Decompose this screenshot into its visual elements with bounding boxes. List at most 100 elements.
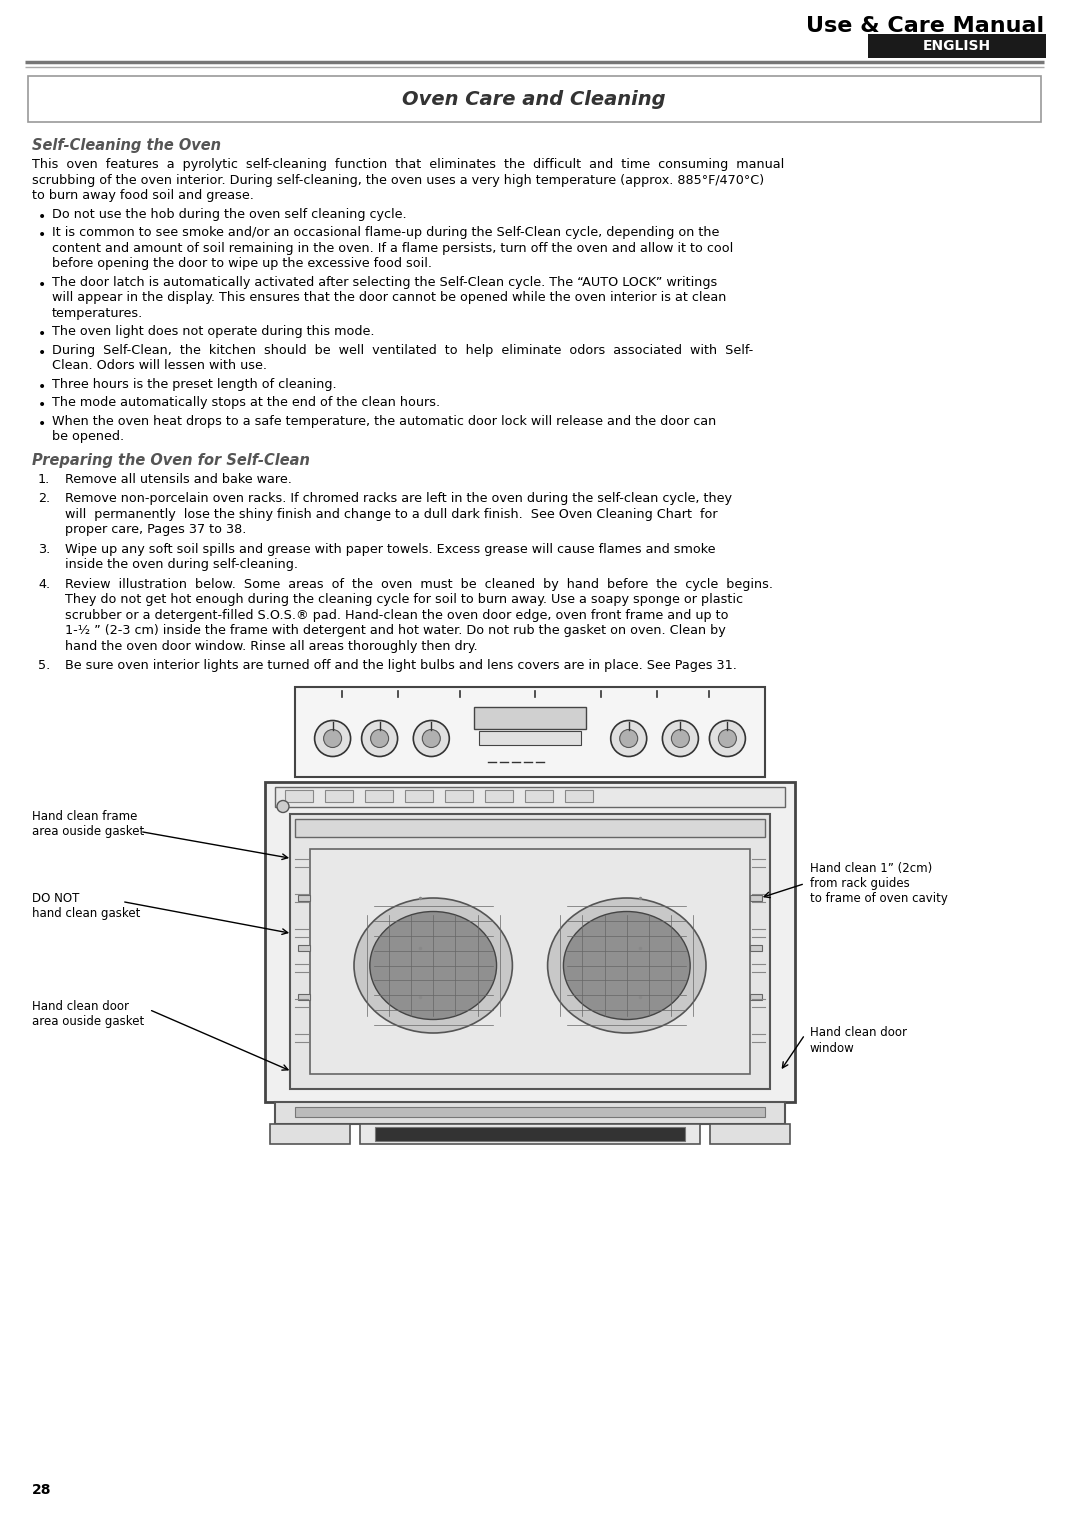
Ellipse shape xyxy=(354,898,512,1033)
FancyBboxPatch shape xyxy=(298,994,310,1000)
FancyBboxPatch shape xyxy=(525,789,553,801)
Text: Remove all utensils and bake ware.: Remove all utensils and bake ware. xyxy=(65,472,292,485)
FancyBboxPatch shape xyxy=(265,781,795,1101)
FancyBboxPatch shape xyxy=(365,789,393,801)
Ellipse shape xyxy=(663,721,698,757)
Text: Preparing the Oven for Self-Clean: Preparing the Oven for Self-Clean xyxy=(32,452,310,467)
Text: During  Self-Clean,  the  kitchen  should  be  well  ventilated  to  help  elimi: During Self-Clean, the kitchen should be… xyxy=(52,343,754,356)
Text: •: • xyxy=(38,278,46,291)
FancyBboxPatch shape xyxy=(275,786,785,807)
Text: 28: 28 xyxy=(32,1484,51,1497)
Text: This  oven  features  a  pyrolytic  self-cleaning  function  that  eliminates  t: This oven features a pyrolytic self-clea… xyxy=(32,158,785,171)
Text: The door latch is automatically activated after selecting the Self-Clean cycle. : The door latch is automatically activate… xyxy=(52,276,717,288)
Text: •: • xyxy=(38,209,46,223)
Ellipse shape xyxy=(710,721,745,757)
Text: 5.: 5. xyxy=(38,658,50,672)
Text: Wipe up any soft soil spills and grease with paper towels. Excess grease will ca: Wipe up any soft soil spills and grease … xyxy=(65,543,715,555)
Ellipse shape xyxy=(314,721,351,757)
FancyBboxPatch shape xyxy=(28,76,1041,121)
Text: Three hours is the preset length of cleaning.: Three hours is the preset length of clea… xyxy=(52,378,337,390)
Text: be opened.: be opened. xyxy=(52,429,124,443)
Text: •: • xyxy=(38,417,46,431)
Text: •: • xyxy=(38,228,46,243)
FancyBboxPatch shape xyxy=(479,731,582,745)
FancyBboxPatch shape xyxy=(298,895,310,901)
Text: temperatures.: temperatures. xyxy=(52,306,143,320)
Text: scrubbing of the oven interior. During self-cleaning, the oven uses a very high : scrubbing of the oven interior. During s… xyxy=(32,173,764,187)
Text: Be sure oven interior lights are turned off and the light bulbs and lens covers : Be sure oven interior lights are turned … xyxy=(65,658,737,672)
Text: Do not use the hob during the oven self cleaning cycle.: Do not use the hob during the oven self … xyxy=(52,208,406,220)
FancyBboxPatch shape xyxy=(750,895,762,901)
Text: to burn away food soil and grease.: to burn away food soil and grease. xyxy=(32,190,253,202)
Text: They do not get hot enough during the cleaning cycle for soil to burn away. Use : They do not get hot enough during the cl… xyxy=(65,593,743,605)
Text: proper care, Pages 37 to 38.: proper care, Pages 37 to 38. xyxy=(65,523,246,536)
Text: scrubber or a detergent-filled S.O.S.® pad. Hand-clean the oven door edge, oven : scrubber or a detergent-filled S.O.S.® p… xyxy=(65,608,728,622)
FancyBboxPatch shape xyxy=(445,789,472,801)
Text: •: • xyxy=(38,379,46,393)
FancyBboxPatch shape xyxy=(485,789,513,801)
FancyBboxPatch shape xyxy=(405,789,433,801)
FancyBboxPatch shape xyxy=(325,789,353,801)
Text: The oven light does not operate during this mode.: The oven light does not operate during t… xyxy=(52,325,374,338)
Ellipse shape xyxy=(422,730,440,748)
FancyBboxPatch shape xyxy=(710,1124,790,1144)
Text: Use & Care Manual: Use & Care Manual xyxy=(806,17,1044,36)
Text: inside the oven during self-cleaning.: inside the oven during self-cleaning. xyxy=(65,558,298,570)
Text: Hand clean door
window: Hand clean door window xyxy=(810,1027,907,1054)
Text: When the oven heat drops to a safe temperature, the automatic door lock will rel: When the oven heat drops to a safe tempe… xyxy=(52,414,716,428)
Text: Oven Care and Cleaning: Oven Care and Cleaning xyxy=(402,90,666,109)
Text: 3.: 3. xyxy=(38,543,50,555)
Text: It is common to see smoke and/or an occasional flame-up during the Self-Clean cy: It is common to see smoke and/or an occa… xyxy=(52,226,719,240)
Ellipse shape xyxy=(414,721,449,757)
Text: will  permanently  lose the shiny finish and change to a dull dark finish.  See : will permanently lose the shiny finish a… xyxy=(65,508,717,520)
Text: DO NOT
hand clean gasket: DO NOT hand clean gasket xyxy=(32,892,140,919)
Text: before opening the door to wipe up the excessive food soil.: before opening the door to wipe up the e… xyxy=(52,256,432,270)
Text: 1.: 1. xyxy=(38,472,50,485)
FancyBboxPatch shape xyxy=(290,813,770,1089)
FancyBboxPatch shape xyxy=(750,994,762,1000)
Ellipse shape xyxy=(370,912,497,1019)
Text: The mode automatically stops at the end of the clean hours.: The mode automatically stops at the end … xyxy=(52,396,440,410)
Text: Self-Cleaning the Oven: Self-Cleaning the Oven xyxy=(32,138,221,153)
FancyBboxPatch shape xyxy=(295,687,765,777)
Text: hand the oven door window. Rinse all areas thoroughly then dry.: hand the oven door window. Rinse all are… xyxy=(65,640,478,652)
FancyBboxPatch shape xyxy=(750,945,762,951)
Text: Remove non-porcelain oven racks. If chromed racks are left in the oven during th: Remove non-porcelain oven racks. If chro… xyxy=(65,492,732,505)
FancyBboxPatch shape xyxy=(275,1101,785,1124)
Ellipse shape xyxy=(671,730,690,748)
Ellipse shape xyxy=(610,721,647,757)
Text: 1-½ ” (2-3 cm) inside the frame with detergent and hot water. Do not rub the gas: 1-½ ” (2-3 cm) inside the frame with det… xyxy=(65,623,726,637)
FancyBboxPatch shape xyxy=(868,33,1045,58)
FancyBboxPatch shape xyxy=(474,707,587,728)
Ellipse shape xyxy=(563,912,691,1019)
Text: 2.: 2. xyxy=(38,492,50,505)
Text: Review  illustration  below.  Some  areas  of  the  oven  must  be  cleaned  by : Review illustration below. Some areas of… xyxy=(65,578,773,590)
Ellipse shape xyxy=(718,730,737,748)
FancyBboxPatch shape xyxy=(566,789,593,801)
Text: ENGLISH: ENGLISH xyxy=(923,39,991,53)
Ellipse shape xyxy=(361,721,398,757)
Text: content and amount of soil remaining in the oven. If a flame persists, turn off : content and amount of soil remaining in … xyxy=(52,241,733,255)
Text: •: • xyxy=(38,346,46,360)
FancyBboxPatch shape xyxy=(298,945,310,951)
Text: Hand clean frame
area ouside gasket: Hand clean frame area ouside gasket xyxy=(32,810,144,837)
Text: will appear in the display. This ensures that the door cannot be opened while th: will appear in the display. This ensures… xyxy=(52,291,726,303)
FancyBboxPatch shape xyxy=(295,1106,765,1117)
Text: •: • xyxy=(38,397,46,413)
Text: Clean. Odors will lessen with use.: Clean. Odors will lessen with use. xyxy=(52,360,267,372)
Circle shape xyxy=(277,801,289,813)
FancyBboxPatch shape xyxy=(360,1124,700,1144)
Ellipse shape xyxy=(324,730,342,748)
FancyBboxPatch shape xyxy=(375,1127,685,1141)
FancyBboxPatch shape xyxy=(310,848,750,1074)
Ellipse shape xyxy=(371,730,389,748)
Text: •: • xyxy=(38,328,46,341)
FancyBboxPatch shape xyxy=(270,1124,350,1144)
Ellipse shape xyxy=(620,730,638,748)
Text: Hand clean door
area ouside gasket: Hand clean door area ouside gasket xyxy=(32,1000,144,1027)
FancyBboxPatch shape xyxy=(285,789,313,801)
Text: Hand clean 1” (2cm)
from rack guides
to frame of oven cavity: Hand clean 1” (2cm) from rack guides to … xyxy=(810,862,948,904)
Ellipse shape xyxy=(547,898,706,1033)
Text: 4.: 4. xyxy=(38,578,50,590)
FancyBboxPatch shape xyxy=(295,819,765,836)
